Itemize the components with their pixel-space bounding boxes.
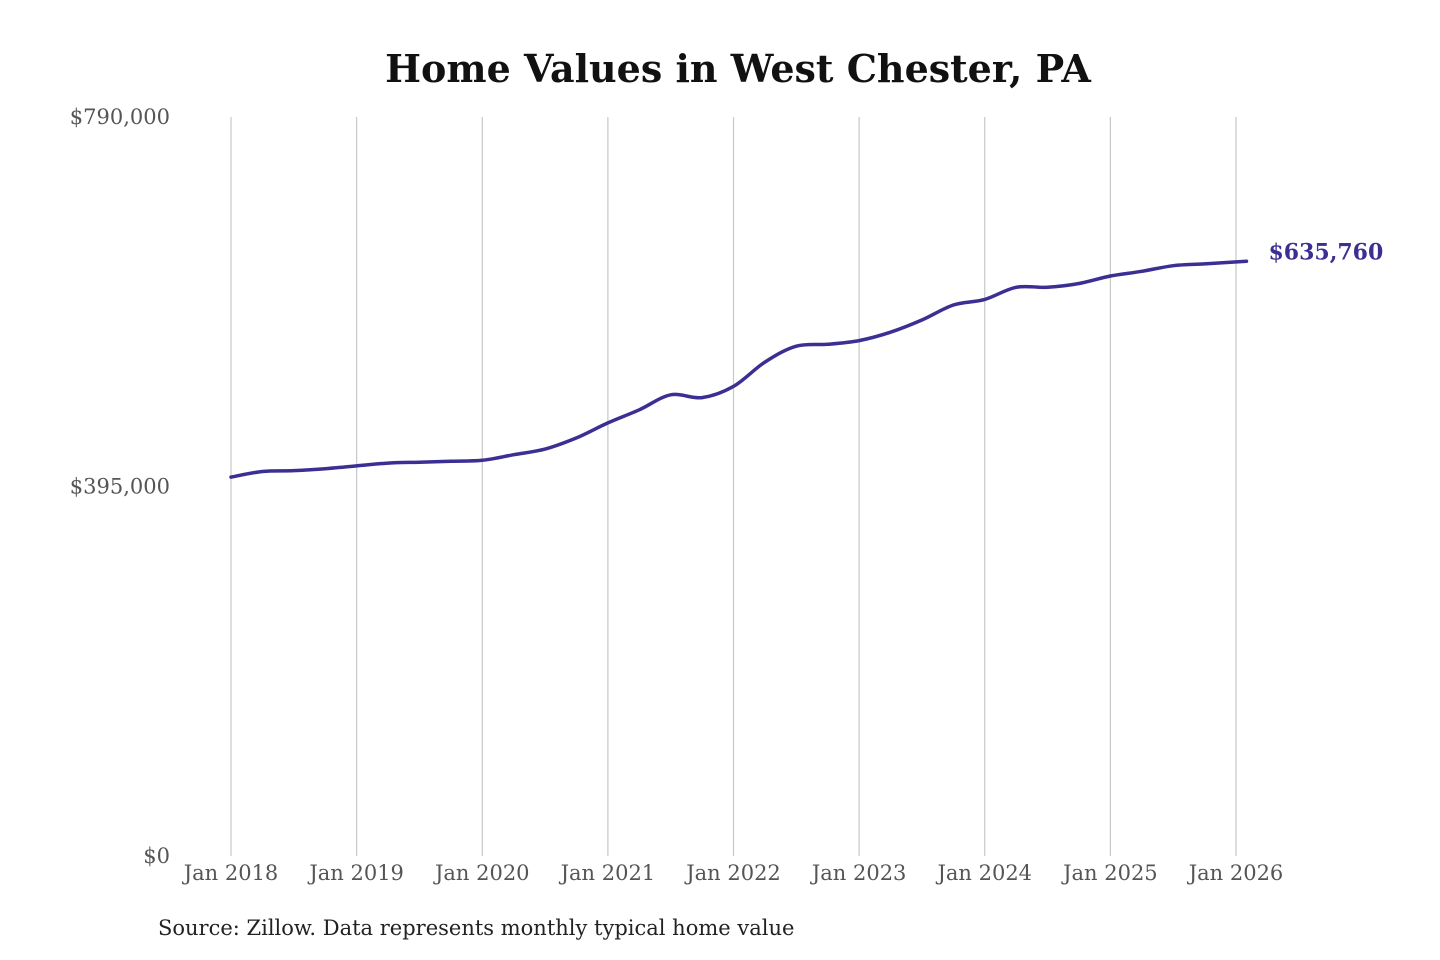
series-layer: $635,760 bbox=[229, 239, 1383, 479]
x-axis: Jan 2018 Jan 2019 Jan 2020 Jan 2021 Jan 2022… bbox=[182, 861, 1284, 885]
chart-title: Home Values in West Chester, PA bbox=[385, 46, 1091, 91]
x-tick-label: Jan 2026 bbox=[1187, 861, 1284, 885]
y-tick-label: $0 bbox=[143, 844, 170, 868]
source-note: Source: Zillow. Data represents monthly … bbox=[158, 916, 795, 940]
x-tick-label: Jan 2025 bbox=[1061, 861, 1158, 885]
x-tick-label: Jan 2018 bbox=[182, 861, 279, 885]
y-tick-label: $395,000 bbox=[70, 475, 170, 499]
x-tick-label: Jan 2021 bbox=[559, 861, 656, 885]
gridlines bbox=[230, 117, 1237, 856]
series-line bbox=[229, 259, 1249, 479]
y-tick-label: $790,000 bbox=[70, 105, 170, 129]
y-axis: $0 $395,000 $790,000 bbox=[70, 105, 170, 868]
x-tick-label: Jan 2020 bbox=[433, 861, 530, 885]
x-tick-label: Jan 2023 bbox=[810, 861, 907, 885]
end-value-label: $635,760 bbox=[1268, 239, 1383, 265]
x-tick-label: Jan 2024 bbox=[935, 861, 1032, 885]
x-tick-label: Jan 2019 bbox=[307, 861, 404, 885]
x-tick-label: Jan 2022 bbox=[684, 861, 781, 885]
